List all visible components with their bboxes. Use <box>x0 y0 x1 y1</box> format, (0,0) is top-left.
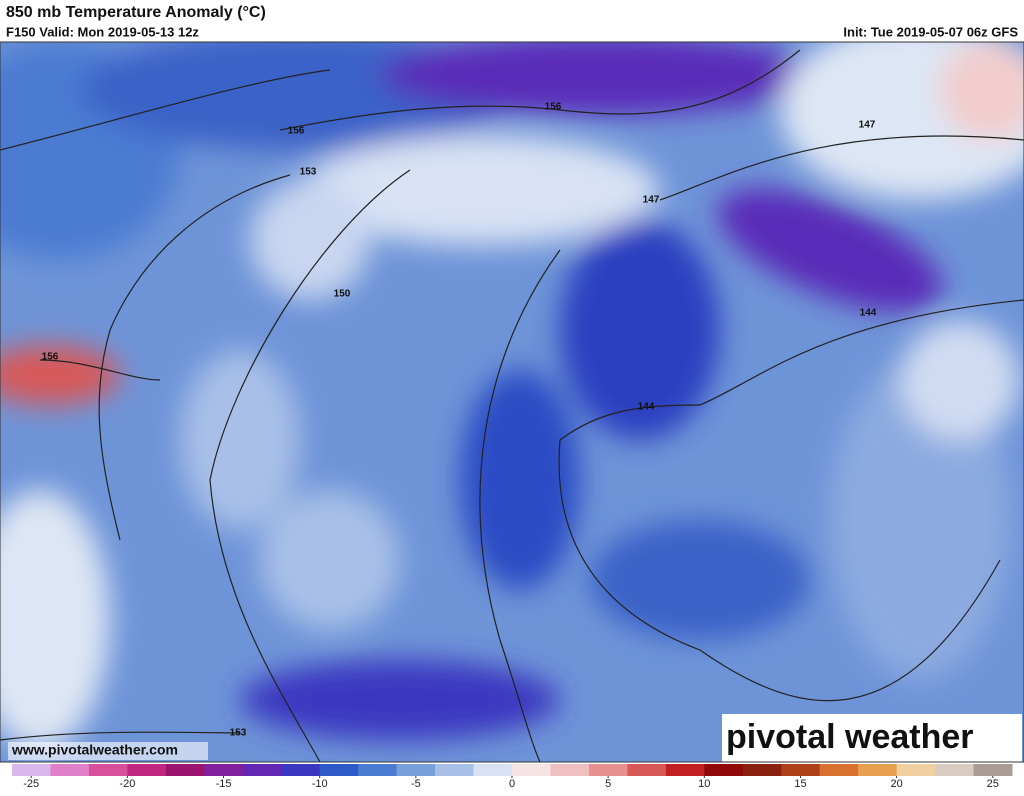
height-contours <box>0 49 1024 762</box>
contour <box>559 299 1024 441</box>
contour-label: 144 <box>638 402 655 413</box>
colorbar-segment <box>127 764 167 776</box>
colorbar-tick-label: 0 <box>509 778 515 790</box>
colorbar-segment <box>396 764 436 776</box>
contour-label: 156 <box>288 126 305 137</box>
colorbar-segment <box>896 764 936 776</box>
colorbar-segment <box>50 764 90 776</box>
init-time: Init: Tue 2019-05-07 06z GFS <box>843 24 1018 39</box>
anomaly-area <box>380 42 820 115</box>
colorbar-segment <box>473 764 513 776</box>
contour-label: 153 <box>300 167 317 178</box>
colorbar-segment <box>819 764 859 776</box>
brand-backdrop <box>722 714 1022 762</box>
colorbar: -25 -20 -15 -10 -5 0 5 10 15 20 25 <box>12 764 1013 790</box>
contour-label: 147 <box>643 195 660 206</box>
colorbar-segment <box>242 764 282 776</box>
colorbar-segment <box>12 764 51 776</box>
anomaly-area <box>900 320 1020 440</box>
website: www.pivotalweather.com <box>11 742 178 758</box>
anomaly-area <box>300 135 660 245</box>
contour <box>659 135 1024 201</box>
contour-label: 153 <box>230 728 247 739</box>
colorbar-tick-label: -25 <box>23 778 39 790</box>
colorbar-segment <box>204 764 244 776</box>
anomaly-area <box>0 345 120 405</box>
map-area: 156 156 153 147 147 150 144 144 156 153 www.pivot… <box>0 42 1024 762</box>
anomaly-area <box>240 660 560 740</box>
anomaly-area <box>560 220 720 440</box>
colorbar-segment <box>588 764 628 776</box>
anomaly-area <box>250 180 370 300</box>
colorbar-segment <box>165 764 205 776</box>
colorbar-segment <box>435 764 475 776</box>
contour <box>279 49 801 131</box>
anomaly-area <box>940 42 1024 140</box>
map-title: 850 mb Temperature Anomaly (°C) <box>6 4 266 21</box>
colorbar-tick-label: 25 <box>987 778 999 790</box>
colorbar-segment <box>88 764 128 776</box>
contour <box>558 439 1001 702</box>
colorbar-segment <box>935 764 975 776</box>
colorbar-tick-label: -5 <box>411 778 421 790</box>
contour <box>0 69 331 151</box>
contour <box>39 359 161 381</box>
contour-label: 156 <box>545 102 562 113</box>
contour <box>98 174 291 541</box>
anomaly-area <box>180 350 300 530</box>
anomaly-area <box>0 490 110 750</box>
valid-time: F150 Valid: Mon 2019-05-13 12z <box>6 24 199 39</box>
contour-label: 147 <box>859 120 876 131</box>
colorbar-segment <box>550 764 590 776</box>
colorbar-segment <box>665 764 705 776</box>
contour <box>479 249 561 762</box>
colorbar-tick-label: 5 <box>605 778 611 790</box>
colorbar-segment <box>704 764 744 776</box>
contour-labels: 156 156 153 147 147 150 144 144 156 153 <box>42 102 877 739</box>
colorbar-tick-label: -15 <box>216 778 232 790</box>
contour-label: 156 <box>42 352 59 363</box>
colorbar-segment <box>742 764 782 776</box>
colorbar-tick-label: 15 <box>794 778 806 790</box>
colorbar-segment <box>281 764 321 776</box>
colorbar-segment <box>512 764 551 776</box>
colorbar-segment <box>319 764 359 776</box>
colorbar-tick-label: 10 <box>698 778 710 790</box>
contour <box>209 169 411 762</box>
colorbar-segment <box>858 764 898 776</box>
colorbar-tick-label: -10 <box>312 778 328 790</box>
brand-logo: pivotal weather <box>726 718 974 756</box>
colorbar-segment <box>973 764 1013 776</box>
anomaly-area <box>717 188 943 312</box>
anomaly-area <box>830 360 1010 680</box>
anomaly-area <box>260 490 400 630</box>
contour-label: 150 <box>334 289 351 300</box>
contour-label: 144 <box>860 308 877 319</box>
anomaly-area <box>460 370 580 590</box>
anomaly-field <box>0 42 1024 750</box>
colorbar-segment <box>358 764 398 776</box>
colorbar-segment <box>627 764 667 776</box>
website-backdrop <box>8 742 208 760</box>
colorbar-segment <box>781 764 821 776</box>
map-frame <box>0 41 1024 763</box>
contour <box>0 731 241 741</box>
colorbar-tick-label: -20 <box>119 778 135 790</box>
colorbar-tick-label: 20 <box>890 778 902 790</box>
anomaly-area <box>590 520 810 640</box>
